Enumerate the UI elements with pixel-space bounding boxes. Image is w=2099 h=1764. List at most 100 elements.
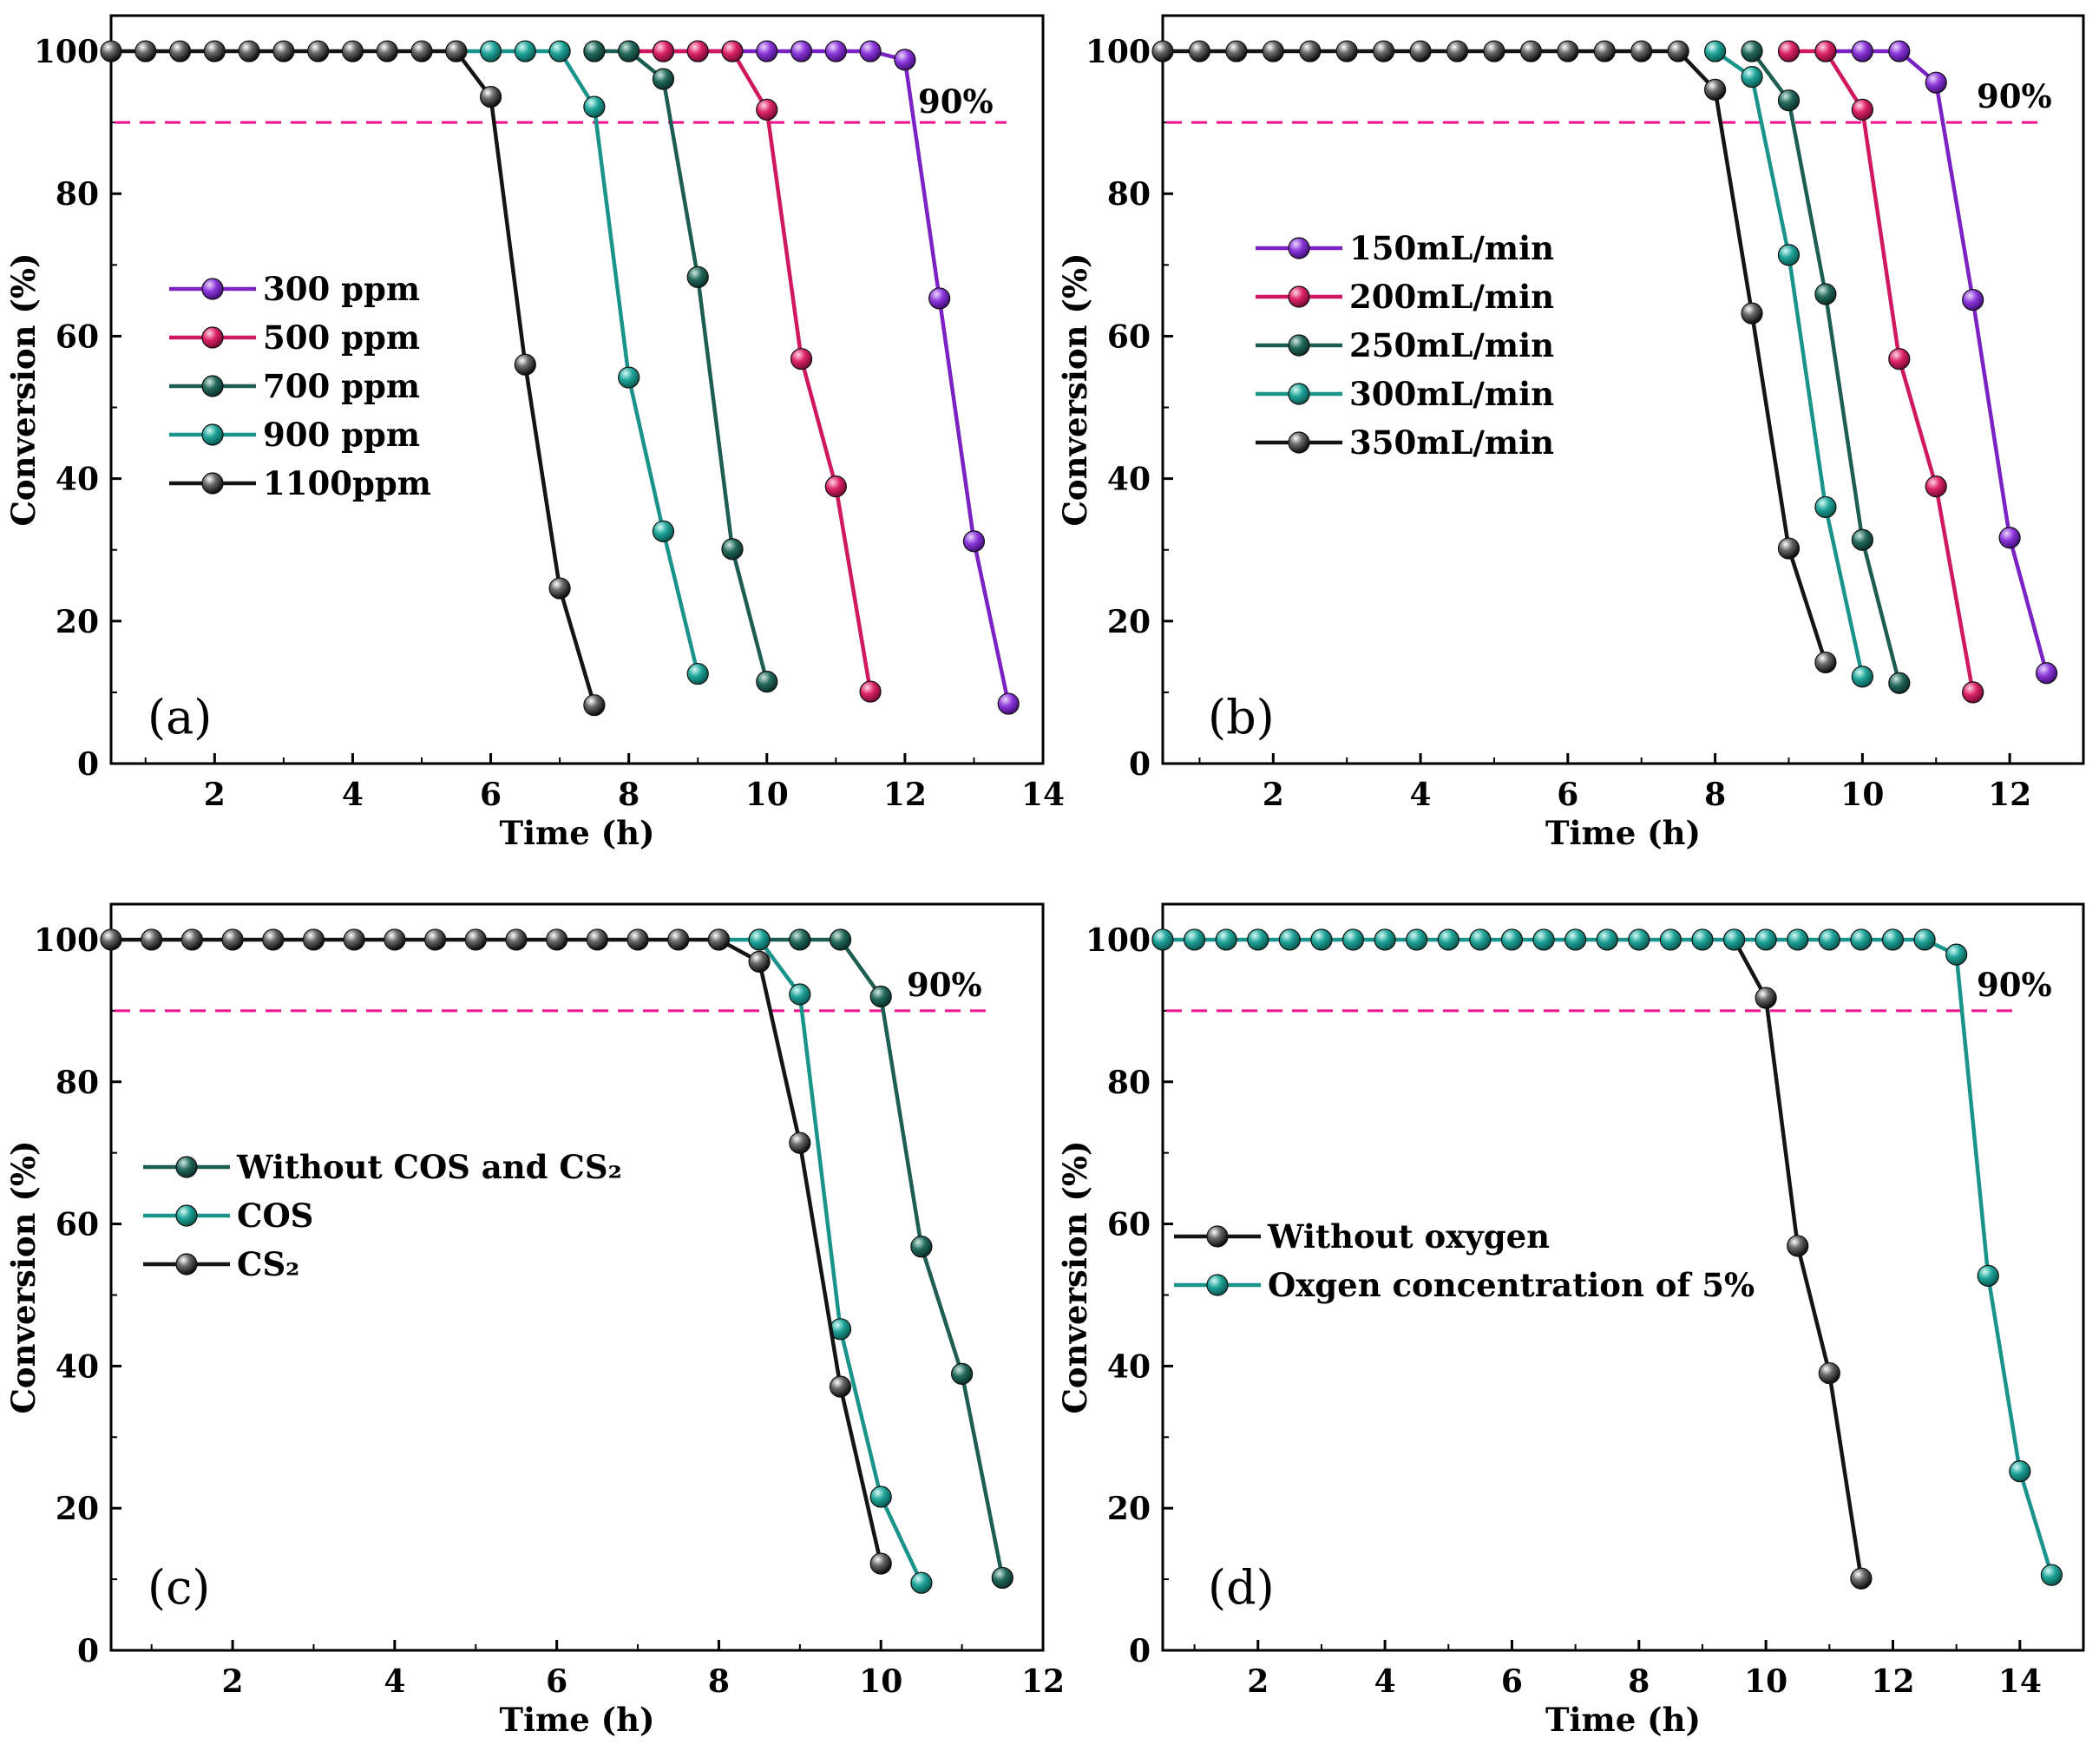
- x-tick-label: 14: [1021, 777, 1065, 813]
- y-axis-title: Conversion (%): [1056, 252, 1094, 526]
- x-tick-label: 6: [546, 1663, 567, 1700]
- plot-frame: [109, 14, 1045, 765]
- y-tick-label: 0: [1129, 1633, 1151, 1669]
- x-tick-label: 6: [1501, 1663, 1523, 1700]
- plot-frame: [109, 902, 1045, 1652]
- series-line-0: [1732, 938, 1864, 1579]
- x-tick-label: 12: [1988, 777, 2031, 813]
- panel-d: 2 4 6 8 10 12 14 0 20 40 60 80 100 Time (h) Conversion…: [1056, 902, 2085, 1739]
- data-point: [341, 40, 364, 62]
- data-point: [1446, 40, 1469, 62]
- y-tick-label: 40: [56, 462, 99, 498]
- data-point: [894, 49, 916, 71]
- y-axis-title: Conversion (%): [4, 1140, 43, 1413]
- data-point: [789, 928, 811, 951]
- legend-label: 200mL/min: [1349, 278, 1554, 316]
- data-point: [141, 928, 163, 951]
- y-tick-label: 100: [34, 922, 99, 959]
- data-point: [756, 40, 778, 62]
- data-point: [343, 928, 365, 951]
- data-point: [1406, 928, 1428, 951]
- data-point: [859, 40, 882, 62]
- x-axis-title: Time (h): [499, 1701, 654, 1739]
- panel-c: 2 4 6 8 10 12 0 20 40 60 80 100 Time (h) Conversion (…: [4, 902, 1065, 1739]
- data-point: [262, 928, 285, 951]
- y-tick-label: 60: [56, 1207, 99, 1243]
- data-point: [1691, 928, 1714, 951]
- data-point: [583, 95, 606, 118]
- data-point: [384, 928, 406, 951]
- data-point: [100, 40, 122, 62]
- series-line-0: [759, 937, 1005, 1578]
- data-point: [1667, 40, 1689, 62]
- data-point: [1851, 98, 1873, 121]
- reference-label: 90%: [918, 82, 994, 121]
- data-point: [1373, 40, 1395, 62]
- x-tick-label: 10: [859, 1663, 902, 1700]
- series-line-3: [1714, 49, 1865, 678]
- y-tick-label: 80: [1107, 1065, 1151, 1101]
- legend-marker: [175, 1253, 198, 1275]
- data-point: [1188, 40, 1211, 62]
- data-point: [2009, 1459, 2031, 1483]
- series-line-2: [111, 937, 883, 1564]
- data-point: [1888, 672, 1911, 694]
- data-point: [1818, 1361, 1840, 1385]
- data-point: [546, 928, 568, 951]
- legend-marker: [175, 1204, 198, 1227]
- panel-tag: (d): [1208, 1560, 1275, 1615]
- series-line-0: [1825, 49, 2049, 674]
- data-point: [464, 928, 487, 951]
- series-line-1: [1163, 937, 2054, 1576]
- x-tick-label: 4: [1374, 1663, 1396, 1700]
- legend-marker: [201, 472, 224, 495]
- data-point: [991, 1566, 1013, 1590]
- data-point: [1722, 928, 1746, 951]
- data-point: [1814, 283, 1837, 305]
- data-point: [1962, 681, 1984, 704]
- series-line-0: [663, 49, 1011, 705]
- reference-label: 90%: [1977, 77, 2052, 115]
- data-point: [824, 475, 847, 498]
- data-point: [1310, 928, 1333, 951]
- data-point: [514, 40, 536, 62]
- data-point: [626, 928, 649, 951]
- data-point: [667, 928, 690, 951]
- data-point: [134, 40, 157, 62]
- x-tick-label: 8: [1628, 1663, 1650, 1700]
- data-point: [1596, 928, 1618, 951]
- legend-marker: [1206, 1274, 1229, 1296]
- data-point: [203, 40, 226, 62]
- y-tick-label: 20: [56, 604, 99, 640]
- data-point: [1151, 40, 1174, 62]
- data-point: [829, 1375, 852, 1398]
- data-point: [1998, 527, 2021, 549]
- x-tick-label: 2: [222, 1663, 244, 1700]
- data-point: [1247, 928, 1269, 951]
- data-point: [1881, 928, 1905, 951]
- data-point: [1299, 40, 1322, 62]
- legend: Without COS and CS₂ COS CS₂: [143, 1148, 622, 1283]
- y-tick-label: 100: [1086, 922, 1151, 959]
- legend: 300 ppm 500 ppm 700 ppm 900 ppm 1100ppm: [169, 270, 431, 502]
- data-point: [1755, 987, 1777, 1009]
- x-tick-label: 4: [1410, 777, 1432, 813]
- data-point: [686, 662, 709, 685]
- legend-label: Oxgen concentration of 5%: [1268, 1266, 1755, 1304]
- y-tick-label: 0: [77, 1633, 99, 1669]
- legend-label: 700 ppm: [263, 367, 420, 405]
- data-point: [1437, 928, 1459, 951]
- data-point: [1787, 928, 1809, 951]
- data-point: [410, 40, 433, 62]
- data-point: [1409, 40, 1432, 62]
- data-point: [756, 98, 778, 121]
- data-point: [789, 1131, 811, 1154]
- x-tick-label: 6: [480, 777, 502, 813]
- data-point: [1564, 928, 1587, 951]
- data-point: [548, 577, 571, 600]
- data-point: [1557, 40, 1579, 62]
- data-point: [479, 40, 502, 62]
- legend-marker: [175, 1156, 198, 1178]
- data-point: [1341, 928, 1365, 951]
- data-point: [869, 985, 892, 1008]
